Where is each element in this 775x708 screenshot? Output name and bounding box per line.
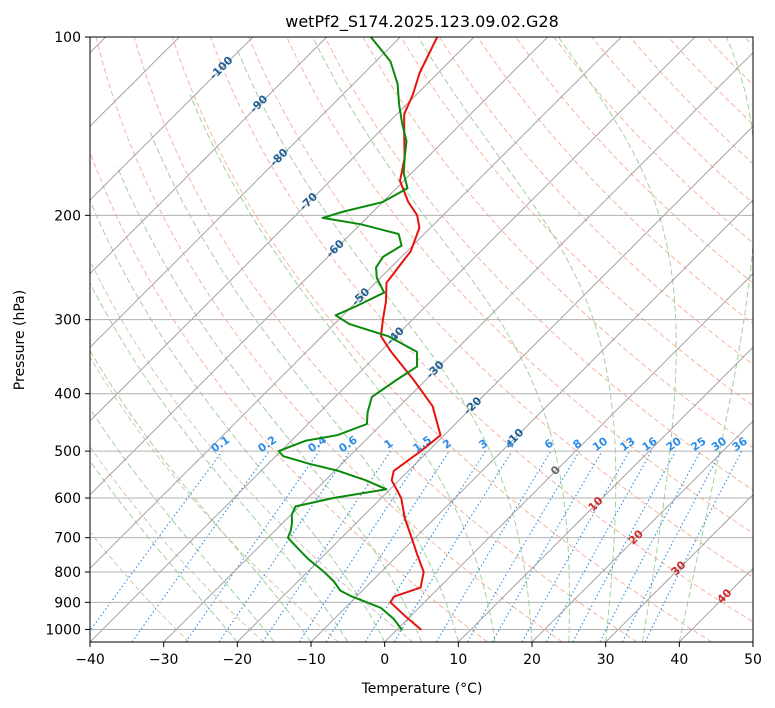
plot-area: [90, 37, 753, 642]
moist-adiabat-line: [90, 199, 386, 642]
x-tick-label: −30: [149, 652, 179, 668]
moist-adiabat-line: [90, 281, 349, 642]
y-tick-label: 500: [54, 444, 81, 460]
mixing-ratio-lines: [90, 450, 743, 642]
mixing-ratio-line: [572, 450, 677, 642]
y-tick-label: 900: [54, 595, 81, 611]
mixing-ratio-line: [218, 450, 351, 642]
profile-lines: [277, 37, 442, 631]
isotherm-line: [90, 37, 254, 201]
isotherm-line: [384, 272, 753, 642]
dry-adiabat-line: [400, 37, 753, 407]
isotherm-line: [236, 125, 753, 642]
dry-adiabat-line: [95, 37, 563, 642]
moist-adiabat-line: [116, 165, 422, 642]
dry-adiabat-line: [90, 531, 190, 642]
y-tick-label: 1000: [45, 622, 81, 638]
y-axis-ticks: 1000 900 800 700 600 500 400 300 200 100: [45, 30, 90, 638]
mixing-ratio-line: [521, 450, 630, 642]
moist-adiabat-line: [678, 37, 753, 642]
dry-adiabat-line: [90, 150, 488, 642]
dry-adiabat-line: [171, 37, 712, 642]
y-tick-label: 100: [54, 30, 81, 46]
isotherm-line: [90, 37, 622, 570]
dry-adiabat-line: [248, 37, 753, 578]
y-tick-label: 300: [54, 313, 81, 329]
x-axis-ticks: −40 −30 −20 −10 0 10 20 30 40 50: [75, 642, 762, 668]
x-tick-label: −40: [75, 652, 105, 668]
dry-adiabat-line: [477, 37, 753, 325]
y-tick-label: 400: [54, 387, 81, 403]
moist-adiabat-line: [417, 37, 617, 642]
dry-adiabat-line: [438, 37, 753, 366]
dry-adiabat-line: [591, 37, 753, 204]
y-axis-label: Pressure (hPa): [12, 290, 28, 390]
mixing-ratio-line: [545, 450, 653, 642]
dry-adiabat-line: [553, 37, 753, 244]
x-tick-label: −20: [223, 652, 253, 668]
isotherm-line: [163, 51, 753, 642]
chart-title: wetPf2_S174.2025.123.09.02.G28: [285, 12, 559, 32]
dry-adiabat-line: [133, 37, 638, 642]
y-tick-label: 800: [54, 565, 81, 581]
mixing-ratio-line: [298, 450, 425, 642]
dry-adiabat-line: [90, 259, 414, 642]
temperature-profile-line: [380, 37, 442, 631]
moist-adiabat-line: [558, 37, 677, 642]
mixing-ratio-line: [185, 450, 320, 642]
dewpoint-profile-line: [277, 37, 418, 631]
x-tick-label: 20: [523, 652, 541, 668]
x-tick-label: 10: [449, 652, 467, 668]
y-tick-label: 200: [54, 208, 81, 224]
isotherm-line: [90, 37, 549, 496]
x-tick-label: 50: [744, 652, 762, 668]
moist-adiabats: [90, 37, 753, 642]
x-tick-label: 0: [380, 652, 389, 668]
mixing-ratio-line: [325, 450, 450, 642]
x-axis-label: Temperature (°C): [361, 681, 483, 697]
moist-adiabat-line: [312, 37, 570, 642]
dry-adiabat-line: [286, 37, 753, 534]
isotherm-line: [457, 346, 753, 642]
mixing-ratio-line: [644, 450, 743, 642]
x-tick-label: 30: [597, 652, 615, 668]
moist-adiabat-line: [189, 94, 496, 642]
moist-adiabat-line: [236, 49, 533, 642]
isotherm-line: [90, 37, 475, 422]
dry-adiabat-line: [210, 37, 753, 623]
mixing-ratio-line: [131, 450, 270, 642]
isotherm-line: [605, 494, 753, 642]
y-tick-label: 700: [54, 531, 81, 547]
x-tick-label: −10: [296, 652, 326, 668]
dry-adiabat-line: [324, 37, 753, 491]
isotherm-line: [90, 37, 328, 275]
moist-adiabat-line: [90, 349, 312, 642]
y-tick-label: 600: [54, 491, 81, 507]
mixing-ratio-line: [90, 450, 223, 632]
isotherm-line: [531, 420, 753, 642]
mixing-ratio-line: [393, 450, 513, 642]
moist-adiabat-line: [90, 407, 275, 642]
x-tick-label: 40: [670, 652, 688, 668]
isotherm-line: [90, 37, 401, 349]
plot-frame: [89, 36, 754, 643]
